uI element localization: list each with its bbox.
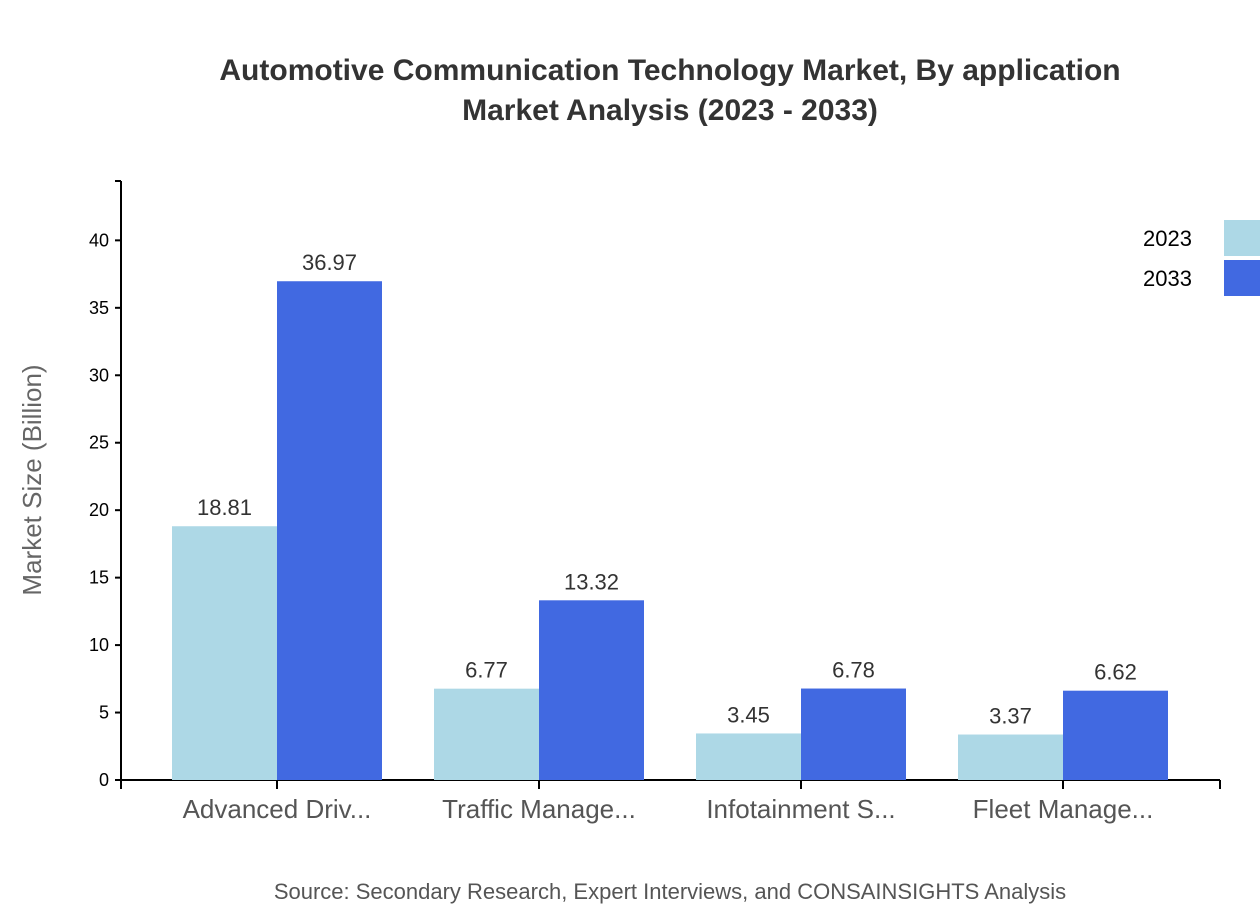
data-label: 36.97	[302, 250, 357, 275]
y-tick-label: 35	[89, 298, 109, 318]
y-tick-label: 0	[99, 770, 109, 790]
bar-2023	[696, 733, 801, 780]
y-tick-label: 25	[89, 433, 109, 453]
legend-swatch-2033	[1224, 260, 1260, 296]
x-tick-label: Traffic Manage...	[442, 794, 636, 824]
data-label: 3.37	[989, 704, 1032, 729]
legend-label: 2033	[1143, 266, 1192, 291]
bar-2033	[801, 688, 906, 780]
x-tick-label: Fleet Manage...	[973, 794, 1154, 824]
data-label: 6.77	[465, 658, 508, 683]
y-tick-label: 40	[89, 230, 109, 250]
bar-2023	[958, 734, 1063, 780]
bars: 18.81 36.97 6.77 13.32 3.45 6.78 3.37 6.62	[172, 250, 1168, 780]
bar-2033	[539, 600, 644, 780]
chart-subtitle: Market Analysis (2023 - 2033)	[462, 94, 878, 127]
chart-title: Automotive Communication Technology Mark…	[219, 54, 1120, 87]
legend-swatch-2023	[1224, 220, 1260, 256]
data-label: 6.62	[1094, 660, 1137, 685]
y-tick-label: 30	[89, 365, 109, 385]
data-label: 13.32	[564, 569, 619, 594]
y-axis-label: Market Size (Billion)	[17, 364, 47, 595]
y-tick-label: 20	[89, 500, 109, 520]
x-tick-label: Infotainment S...	[706, 794, 895, 824]
y-tick-label: 15	[89, 568, 109, 588]
bar-2023	[172, 526, 277, 780]
y-tick-label: 5	[99, 703, 109, 723]
bar-2033	[1063, 690, 1168, 780]
data-label: 6.78	[832, 658, 875, 683]
source-note: Source: Secondary Research, Expert Inter…	[274, 879, 1066, 904]
data-label: 18.81	[197, 495, 252, 520]
y-tick-label: 10	[89, 635, 109, 655]
legend: 2023 2033	[1143, 220, 1260, 296]
legend-label: 2023	[1143, 226, 1192, 251]
axes: 0 5 10 15 20 25 30 35 40 Advanced Driv... Traffic …	[89, 180, 1221, 824]
bar-2033	[277, 281, 382, 780]
data-label: 3.45	[727, 702, 770, 727]
bar-2023	[434, 688, 539, 780]
x-tick-label: Advanced Driv...	[183, 794, 372, 824]
